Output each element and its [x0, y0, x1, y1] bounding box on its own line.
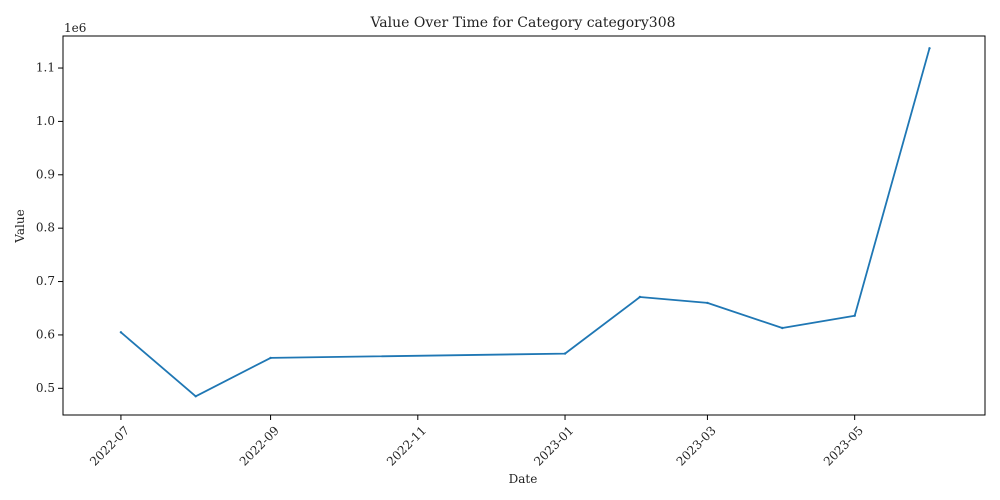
data-point-0-6	[781, 326, 784, 330]
y-axis-title: Value	[13, 209, 27, 243]
data-point-0-5	[706, 301, 709, 305]
series-layer	[119, 47, 931, 398]
data-point-0-3	[563, 352, 567, 355]
series-line-0	[120, 47, 931, 398]
data-point-0-8	[928, 47, 931, 50]
chart-title: Value Over Time for Category category308	[369, 15, 675, 31]
y-tick-label-0: 0.5	[36, 381, 55, 395]
y-tick-label-4: 0.9	[36, 167, 55, 181]
x-tick-label-5: 2023-05	[821, 423, 866, 468]
y-axis: 0.5 0.6 0.7 0.8 0.9 1.0 1.1	[36, 61, 63, 395]
y-tick-label-6: 1.1	[36, 61, 55, 75]
data-point-0-4	[638, 295, 642, 299]
x-axis-title: Date	[509, 472, 538, 486]
data-point-0-2	[269, 356, 272, 360]
x-axis: 2022-07 2022-09 2022-11 2023-01 2023-03 2023-…	[87, 415, 866, 469]
x-tick-label-0: 2022-07	[87, 423, 132, 468]
data-point-0-1	[194, 395, 197, 398]
plot-frame	[62, 35, 986, 416]
y-tick-label-3: 0.8	[36, 221, 55, 235]
y-tick-label-5: 1.0	[36, 114, 55, 128]
data-point-0-0	[119, 331, 123, 334]
y-tick-label-2: 0.7	[36, 274, 55, 288]
x-tick-label-3: 2023-01	[531, 423, 576, 468]
x-tick-label-4: 2023-03	[674, 423, 719, 468]
x-tick-label-1: 2022-09	[237, 423, 282, 468]
x-tick-label-2: 2022-11	[384, 423, 429, 468]
y-tick-label-1: 0.6	[36, 327, 55, 341]
y-offset-label: 1e6	[64, 21, 86, 35]
data-point-0-7	[853, 314, 856, 317]
plot-area	[62, 35, 986, 416]
